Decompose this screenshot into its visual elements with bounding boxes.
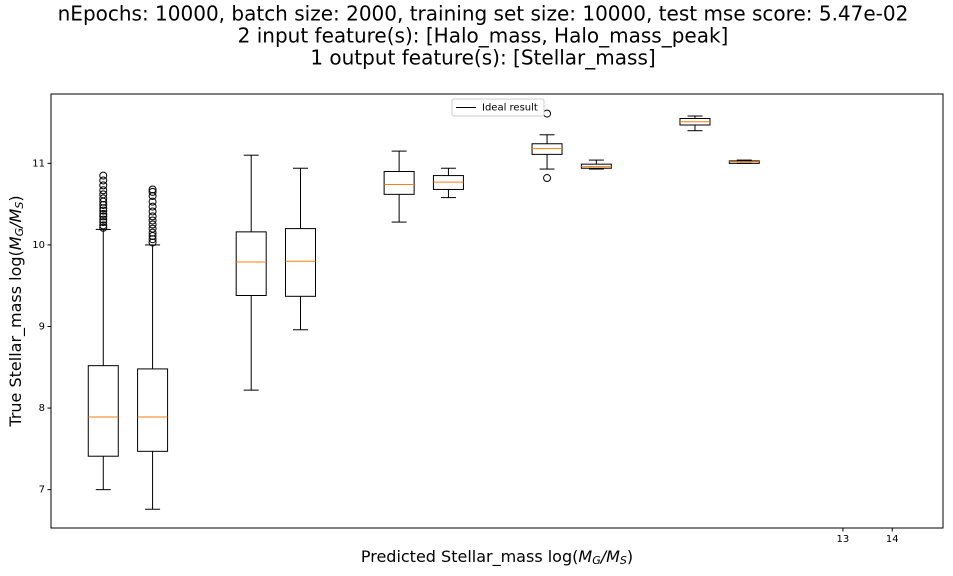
- flier: [148, 202, 157, 211]
- legend-label: Ideal result: [482, 103, 538, 114]
- ylabel-part: M: [6, 236, 25, 250]
- flier: [148, 220, 157, 229]
- flier: [99, 181, 108, 190]
- y-tick-label: 9: [39, 322, 45, 333]
- ylabel-part: S: [13, 202, 26, 209]
- flier: [148, 187, 157, 196]
- plot-frame: [50, 93, 944, 529]
- xlabel-part: S: [620, 554, 627, 567]
- flier: [99, 206, 108, 215]
- legend: [451, 98, 545, 117]
- flier: [99, 176, 108, 185]
- y-tick-label: 10: [32, 240, 45, 251]
- box: [137, 368, 169, 452]
- flier: [99, 190, 108, 199]
- ylabel: True Stellar_mass log(MG/MS): [6, 195, 27, 427]
- xlabel-part: /: [599, 547, 608, 566]
- box: [235, 231, 267, 297]
- y-tick-label: 7: [39, 485, 45, 496]
- flier: [99, 221, 108, 230]
- flier: [99, 215, 108, 224]
- flier: [99, 218, 108, 227]
- x-tick-label: 13: [837, 534, 850, 545]
- flier: [148, 224, 157, 233]
- flier: [148, 197, 157, 206]
- x-tick-label: 14: [886, 534, 899, 545]
- y-tick-label: 8: [39, 403, 45, 414]
- y-tick-label: 11: [32, 158, 45, 169]
- xlabel-part: Predicted Stellar_mass log(: [361, 547, 579, 567]
- xlabel-part: ): [627, 547, 633, 566]
- flier: [99, 212, 108, 221]
- flier: [99, 223, 108, 232]
- xlabel-part: M: [578, 547, 592, 566]
- xlabel-part: M: [606, 547, 620, 566]
- flier: [99, 186, 108, 195]
- flier: [99, 171, 108, 180]
- ylabel-part: /: [6, 221, 25, 230]
- ylabel-part: G: [13, 228, 26, 237]
- ylabel-part: M: [6, 208, 25, 222]
- flier: [148, 216, 157, 225]
- flier: [99, 194, 108, 203]
- flier: [148, 212, 157, 221]
- xlabel: Predicted Stellar_mass log(MG/MS): [361, 547, 633, 568]
- box: [383, 171, 415, 195]
- box: [87, 365, 119, 457]
- flier: [543, 174, 552, 183]
- chart-title: 1 output feature(s): [Stellar_mass]: [310, 46, 655, 70]
- box: [285, 228, 317, 297]
- chart-title: 2 input feature(s): [Halo_mass, Halo_mas…: [238, 24, 729, 48]
- flier: [148, 228, 157, 237]
- chart-title: nEpochs: 10000, batch size: 2000, traini…: [58, 2, 909, 26]
- ylabel-part: True Stellar_mass log(: [6, 250, 26, 427]
- flier: [148, 185, 157, 194]
- flier: [99, 209, 108, 218]
- ylabel-part: ): [6, 195, 25, 201]
- xlabel-part: G: [592, 554, 601, 567]
- flier: [148, 207, 157, 216]
